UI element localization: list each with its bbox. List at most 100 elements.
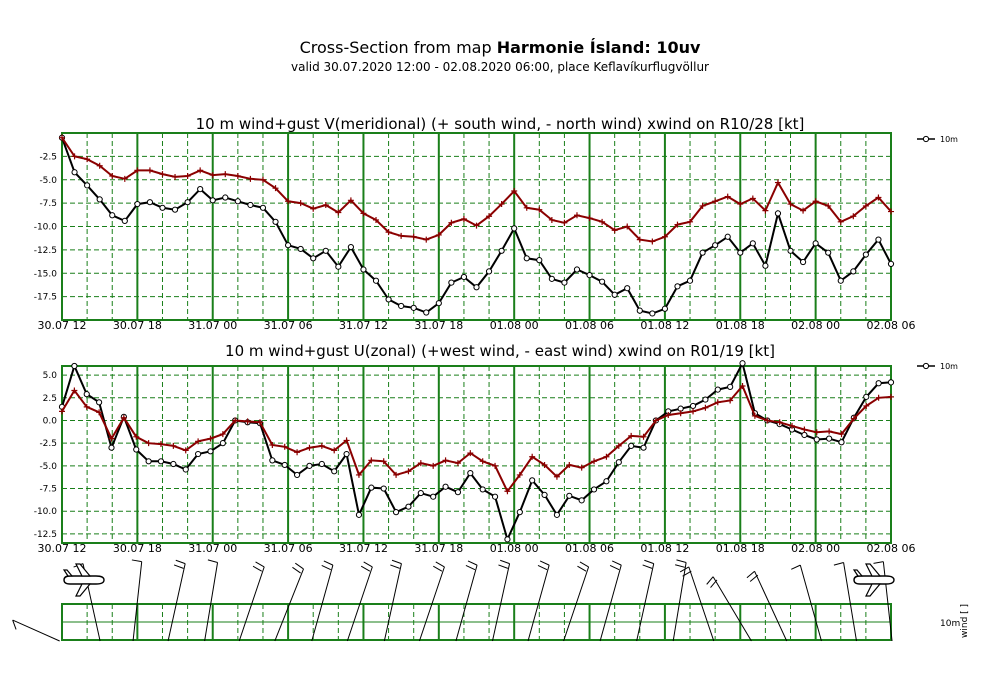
gust-data-point (232, 417, 239, 424)
barb-flag (390, 564, 400, 569)
gust-data-point (195, 438, 202, 445)
wind-data-point (347, 243, 354, 251)
gust-data-point (306, 444, 313, 451)
y-tick-label: -12.5 (34, 246, 57, 256)
chart-panel-2: 10 m wind+gust U(zonal) (+west wind, - e… (34, 342, 958, 555)
wind-data-point (887, 260, 895, 267)
plane-wings (75, 563, 92, 597)
barb-flag (207, 559, 218, 563)
barb-staff (418, 566, 445, 642)
y-tick-label: -15.0 (34, 269, 58, 279)
barb-staff (204, 562, 219, 642)
gust-data-point (145, 440, 152, 447)
barb-flag (642, 564, 653, 569)
x-tick-label: 02.08 00 (791, 319, 840, 332)
wind-barb (167, 559, 186, 642)
barb-flag (12, 619, 17, 630)
barb-flag (321, 564, 331, 571)
gust-data-point (134, 167, 141, 174)
wind-data-point (516, 509, 523, 516)
gust-data-point (294, 449, 301, 456)
plane-body (63, 575, 105, 585)
gust-data-point (636, 236, 643, 243)
barb-flag (833, 562, 844, 566)
wind-barb (383, 559, 402, 642)
barb-flag (577, 565, 587, 572)
barb-staff (274, 568, 304, 642)
x-tick-label: 01.08 06 (565, 319, 614, 332)
barb-flag (706, 576, 714, 585)
wind-data-point (417, 489, 424, 497)
wind-data-point (284, 242, 292, 249)
gust-data-point (541, 461, 548, 468)
barb-flag (323, 560, 334, 566)
wind-data-point (448, 279, 455, 286)
gust-data-point (423, 236, 430, 243)
wind-data-point (96, 196, 103, 203)
x-tick-label: 30.07 18 (113, 542, 162, 555)
barb-staff (754, 571, 788, 642)
wind-data-point (159, 204, 166, 211)
barb-staff (346, 566, 373, 642)
y-tick-label: -2.5 (39, 439, 57, 449)
wind-data-point (171, 206, 179, 213)
gust-data-point (281, 443, 288, 450)
wind-data-point (523, 255, 530, 262)
wind-data-point (269, 457, 276, 464)
wind-data-point (222, 194, 229, 201)
x-tick-label: 01.08 18 (716, 542, 765, 555)
wind-barb (746, 570, 788, 642)
wind-barb (527, 560, 550, 642)
legend-marker (922, 362, 930, 370)
barb-staff (167, 563, 186, 642)
wind-data-point (454, 489, 462, 496)
wind-barb (418, 561, 445, 642)
wind-data-point (405, 503, 412, 510)
gust-data-point (373, 216, 380, 223)
y-tick-label: -17.5 (34, 293, 57, 303)
gust-data-point (209, 172, 216, 179)
gust-data-point (714, 399, 721, 406)
gust-data-point (473, 222, 480, 229)
wind-data-point (674, 283, 681, 290)
barb-staff (455, 564, 478, 642)
wind-data-point (541, 491, 548, 498)
wind-data-point (157, 458, 165, 465)
gust-data-point (318, 442, 325, 449)
gust-data-point (405, 468, 412, 475)
x-tick-label: 01.08 00 (490, 319, 539, 332)
gust-data-point (712, 198, 719, 205)
gust-data-point (109, 173, 116, 180)
x-tick-label: 02.08 06 (867, 542, 916, 555)
wind-barb (274, 562, 304, 642)
gust-data-point (59, 408, 65, 415)
gust-data-point (665, 412, 672, 419)
barb-flag (500, 559, 510, 565)
wind-data-point (134, 200, 141, 208)
wind-data-point (649, 310, 656, 317)
gust-data-point (603, 453, 610, 460)
wind-data-point (219, 440, 226, 447)
x-tick-label: 31.07 18 (414, 542, 463, 555)
gust-data-point (184, 173, 191, 180)
gust-data-point (511, 187, 518, 194)
chart-title: Cross-Section from map Harmonie Ísland: … (0, 38, 1000, 57)
barb-flag (749, 574, 759, 582)
barb-staff (132, 561, 143, 642)
gust-data-point (690, 408, 697, 415)
gust-data-point (454, 460, 461, 467)
legend: 10m (917, 135, 958, 144)
wind-barb-panel (12, 559, 893, 642)
gust-data-point (393, 471, 400, 478)
gust-data-point (764, 417, 771, 424)
x-tick-label: 31.07 12 (339, 319, 388, 332)
wind-data-point (511, 225, 518, 232)
barb-flag (255, 561, 265, 568)
gust-data-point (442, 457, 449, 464)
wind-data-point (812, 240, 819, 247)
gust-data-point (269, 441, 276, 448)
gust-data-point (787, 201, 794, 208)
gust-data-point (862, 202, 869, 209)
wind-data-point (207, 448, 214, 455)
barb-flag (363, 561, 373, 568)
